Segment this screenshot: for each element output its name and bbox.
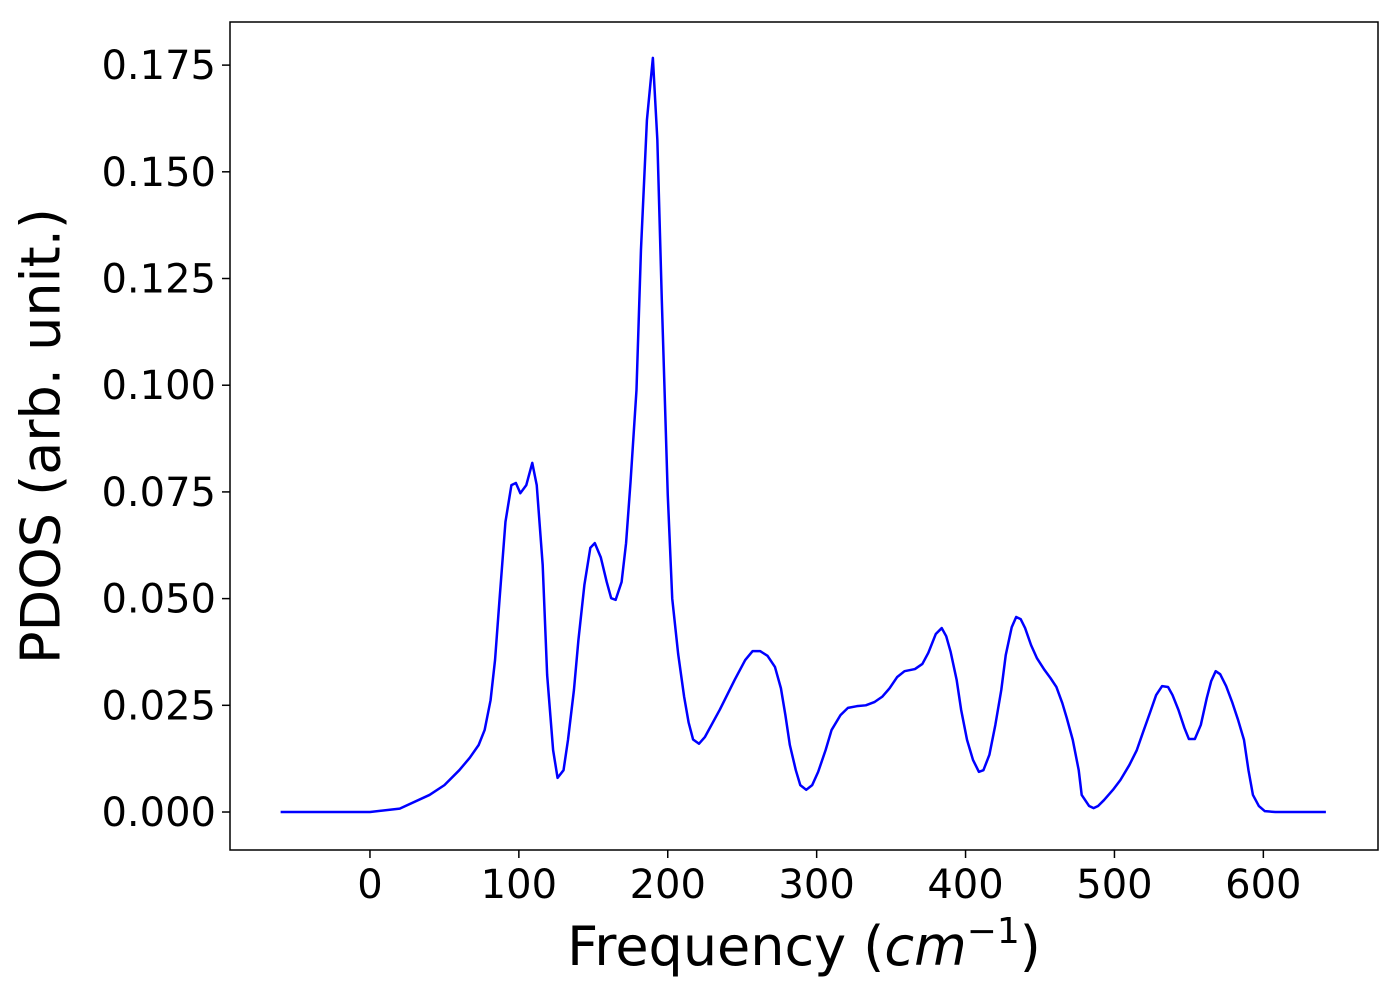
y-tick-label: 0.150 xyxy=(101,150,216,196)
y-tick-label: 0.000 xyxy=(101,790,216,836)
x-axis-label-part: ) xyxy=(1020,915,1041,978)
x-tick-label: 300 xyxy=(778,862,854,908)
x-tick-label: 0 xyxy=(357,862,382,908)
y-tick-label: 0.100 xyxy=(101,363,216,409)
x-axis-label-part: −1 xyxy=(967,911,1020,952)
x-tick-label: 600 xyxy=(1225,862,1301,908)
x-tick-label: 500 xyxy=(1076,862,1152,908)
data-line xyxy=(280,56,1326,814)
x-tick-label: 100 xyxy=(481,862,557,908)
x-tick-label: 200 xyxy=(630,862,706,908)
x-axis-label-part: cm xyxy=(884,915,966,978)
y-tick-label: 0.025 xyxy=(101,683,216,729)
x-tick-label: 400 xyxy=(927,862,1003,908)
y-tick-label: 0.075 xyxy=(101,470,216,516)
x-axis-label-part: Frequency ( xyxy=(567,915,884,978)
y-axis-label: PDOS (arb. unit.) xyxy=(10,208,73,664)
x-axis-label: Frequency (cm−1) xyxy=(567,911,1041,978)
y-tick-label: 0.050 xyxy=(101,577,216,623)
y-tick-label: 0.175 xyxy=(101,43,216,89)
y-tick-label: 0.125 xyxy=(101,257,216,303)
plot-frame xyxy=(229,21,1379,851)
